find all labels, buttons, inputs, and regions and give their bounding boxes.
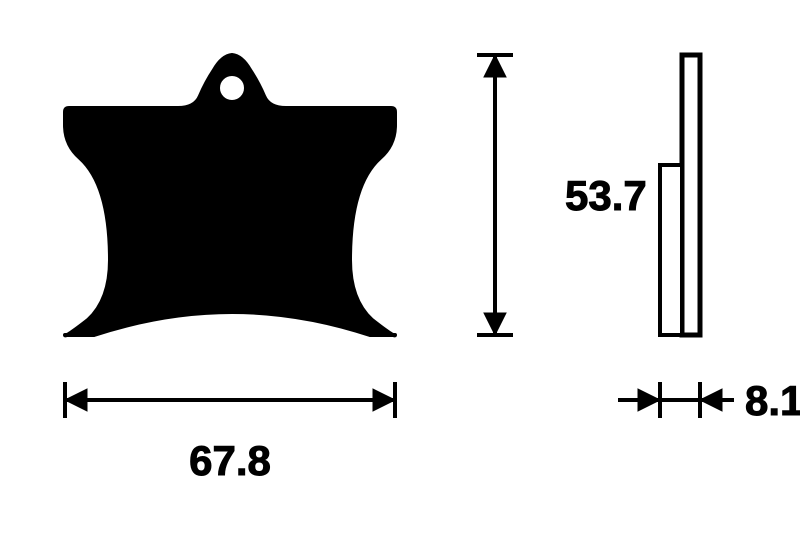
side-friction-layer	[660, 165, 682, 335]
thickness-dimension: 8.1	[618, 377, 800, 424]
brake-pad-dimension-diagram: 67.8 53.7 8.1	[0, 0, 800, 533]
side-backplate	[682, 55, 700, 335]
width-dimension: 67.8	[65, 382, 395, 484]
height-label: 53.7	[565, 172, 647, 219]
side-view	[660, 55, 700, 335]
thickness-label: 8.1	[745, 377, 800, 424]
height-dimension: 53.7	[477, 55, 647, 335]
pad-silhouette	[65, 55, 395, 335]
width-label: 67.8	[189, 437, 271, 484]
front-view	[65, 55, 395, 335]
